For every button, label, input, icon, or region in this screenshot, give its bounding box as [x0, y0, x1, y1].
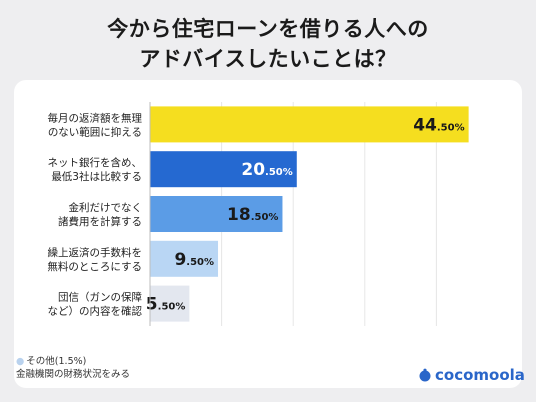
category-label: 最低3社は比較する: [51, 170, 142, 183]
data-label: 18.50%: [227, 205, 278, 225]
logo-text: cocomoola: [435, 366, 525, 384]
bar: [150, 106, 469, 143]
bar: [150, 196, 283, 232]
category-label: 無料のところにする: [47, 260, 142, 273]
category-label: 諸費用を計算する: [58, 215, 142, 228]
data-label-int: 9: [174, 250, 186, 270]
bar: [150, 285, 190, 322]
data-label-int: 5: [146, 295, 158, 315]
chart-title: 今から住宅ローンを借りる人への アドバイスしたいことは？: [0, 14, 536, 74]
data-label: 44.50%: [413, 115, 464, 135]
piggy-bank-icon: [419, 368, 431, 382]
category-label: ネット銀行を含め、: [48, 156, 143, 169]
brand-logo: cocomoola: [418, 366, 525, 384]
data-label-dec: .50%: [265, 167, 293, 178]
data-label-dec: .50%: [186, 257, 214, 268]
data-label: 5.50%: [146, 295, 186, 315]
data-label-dec: .50%: [251, 212, 279, 223]
footnote-line-2: 金融機関の財務状況をみる: [16, 369, 131, 380]
data-label: 9.50%: [174, 250, 214, 270]
data-label-dec: .50%: [158, 302, 186, 313]
category-label: 金利だけでなく: [69, 201, 143, 214]
note-marker-icon: ●: [16, 356, 25, 367]
chart-card: 毎月の返済額を無理 のない範囲に抑える 44.50% ネット銀行を含め、 最低3社は比較…: [14, 80, 522, 388]
category-label: 団信（ガンの保障: [58, 291, 142, 304]
category-label: 繰上返済の手数料を: [48, 246, 143, 259]
category-label: のない範囲に抑える: [48, 125, 142, 138]
data-label-dec: .50%: [437, 122, 465, 133]
data-label: 20.50%: [241, 160, 292, 180]
bar: [150, 240, 219, 277]
bar: [150, 151, 297, 188]
title-line-1: 今から住宅ローンを借りる人への: [107, 17, 429, 41]
data-label-int: 44: [413, 115, 437, 135]
data-label-int: 18: [227, 205, 251, 225]
category-label: 毎月の返済額を無理: [48, 111, 143, 124]
title-line-2: アドバイスしたいことは？: [139, 47, 397, 71]
data-label-int: 20: [241, 160, 265, 180]
category-label: など）の内容を確認: [48, 305, 143, 318]
footnote-line-1: その他(1.5%): [26, 356, 87, 367]
footnote: ● その他(1.5%) 金融機関の財務状況をみる: [16, 355, 130, 381]
